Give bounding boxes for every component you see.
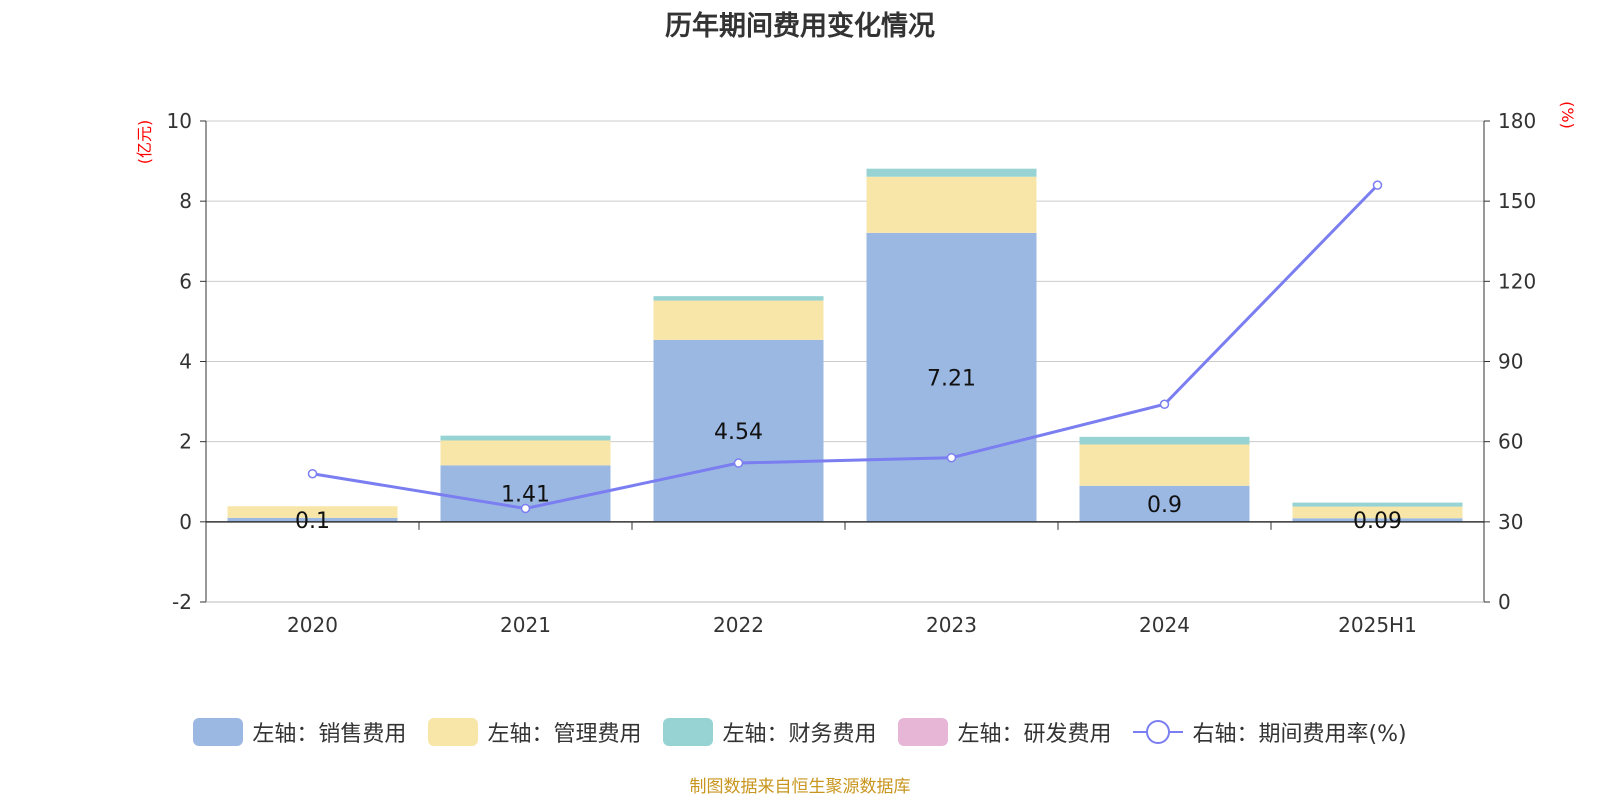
- legend: 左轴：销售费用 左轴：管理费用 左轴：财务费用 左轴：研发费用 右轴：期间费用率…: [0, 716, 1600, 748]
- right-tick-label: 0: [1498, 590, 1511, 614]
- rate-line: [312, 184, 1379, 510]
- bar-finance: [1079, 436, 1250, 445]
- bar-finance: [440, 435, 611, 441]
- bar-sales: [227, 517, 398, 522]
- data-label-sales: 4.54: [714, 420, 763, 445]
- legend-label-rd: 左轴：研发费用: [957, 722, 1112, 747]
- rate-point: [733, 458, 744, 468]
- rate-point: [307, 468, 318, 479]
- legend-label-rate: 右轴：期间费用率(%): [1192, 722, 1407, 747]
- left-tick-label: 10: [167, 109, 192, 133]
- right-tick-label: 30: [1498, 510, 1523, 534]
- legend-item-admin[interactable]: 左轴：管理费用: [428, 716, 641, 748]
- data-labels: 0.1 1.41 4.54 7.21 0.9 0.09: [295, 366, 1402, 534]
- rate-point: [520, 503, 531, 514]
- right-tick-label: 150: [1498, 189, 1536, 213]
- bar-finance: [1292, 502, 1463, 507]
- left-tick-label: 4: [179, 350, 192, 374]
- x-tick-label: 2022: [713, 613, 764, 637]
- data-label-sales: 0.9: [1147, 493, 1182, 518]
- bar-series: [227, 168, 1463, 522]
- bar-admin: [1292, 506, 1463, 519]
- bar-sales: [866, 232, 1037, 522]
- axes: -2 0 2 4 6 8 10 0 30 60 90 120 150 180 2020 2021 2022 202…: [167, 109, 1537, 637]
- x-tick-label: 2020: [287, 613, 338, 637]
- legend-item-rd[interactable]: 左轴：研发费用: [898, 716, 1111, 748]
- right-tick-label: 90: [1498, 350, 1523, 374]
- data-label-sales: 1.41: [501, 483, 550, 508]
- data-label-sales: 0.1: [295, 509, 330, 534]
- right-tick-label: 120: [1498, 269, 1536, 293]
- rate-point: [1159, 399, 1170, 410]
- x-tick-label: 2021: [500, 613, 551, 637]
- bar-admin: [1079, 444, 1250, 486]
- legend-label-admin: 左轴：管理费用: [487, 722, 642, 747]
- legend-item-rate[interactable]: 右轴：期间费用率(%): [1133, 716, 1407, 748]
- x-tick-label: 2023: [926, 613, 977, 637]
- bar-admin: [866, 176, 1037, 233]
- legend-label-finance: 左轴：财务费用: [722, 722, 877, 747]
- bar-sales: [1292, 518, 1463, 522]
- data-label-sales: 7.21: [927, 366, 976, 391]
- legend-swatch-rd: [898, 718, 949, 746]
- bar-finance: [866, 168, 1037, 177]
- x-tick-label: 2024: [1139, 613, 1190, 637]
- left-tick-label: -2: [172, 590, 192, 614]
- source-note: 制图数据来自恒生聚源数据库: [689, 777, 911, 797]
- rate-line-series: [307, 180, 1383, 514]
- bar-admin: [227, 506, 398, 518]
- grid-lines: [206, 120, 1484, 603]
- bar-finance: [653, 296, 824, 301]
- bar-admin: [440, 440, 611, 466]
- right-axis-unit: (%): [1558, 101, 1577, 129]
- bar-sales: [653, 339, 824, 522]
- rate-point: [1372, 180, 1383, 190]
- right-tick-label: 60: [1498, 430, 1523, 454]
- data-label-sales: 0.09: [1353, 509, 1402, 534]
- left-tick-label: 2: [179, 430, 192, 454]
- bar-sales: [1079, 485, 1250, 522]
- chart-title: 历年期间费用变化情况: [665, 11, 935, 42]
- left-tick-label: 8: [179, 189, 192, 213]
- legend-item-finance[interactable]: 左轴：财务费用: [663, 716, 876, 748]
- right-tick-label: 180: [1498, 109, 1536, 133]
- rate-point: [946, 452, 957, 463]
- legend-swatch-finance: [663, 718, 714, 746]
- legend-label-sales: 左轴：销售费用: [252, 722, 407, 747]
- left-axis-unit: (亿元): [135, 120, 154, 165]
- legend-swatch-sales: [193, 718, 244, 746]
- legend-item-sales[interactable]: 左轴：销售费用: [193, 716, 406, 748]
- legend-swatch-rate: [1133, 718, 1184, 746]
- bar-admin: [653, 300, 824, 340]
- legend-swatch-admin: [428, 718, 479, 746]
- left-tick-label: 0: [179, 510, 192, 534]
- left-tick-label: 6: [179, 269, 192, 293]
- x-tick-label: 2025H1: [1338, 613, 1417, 637]
